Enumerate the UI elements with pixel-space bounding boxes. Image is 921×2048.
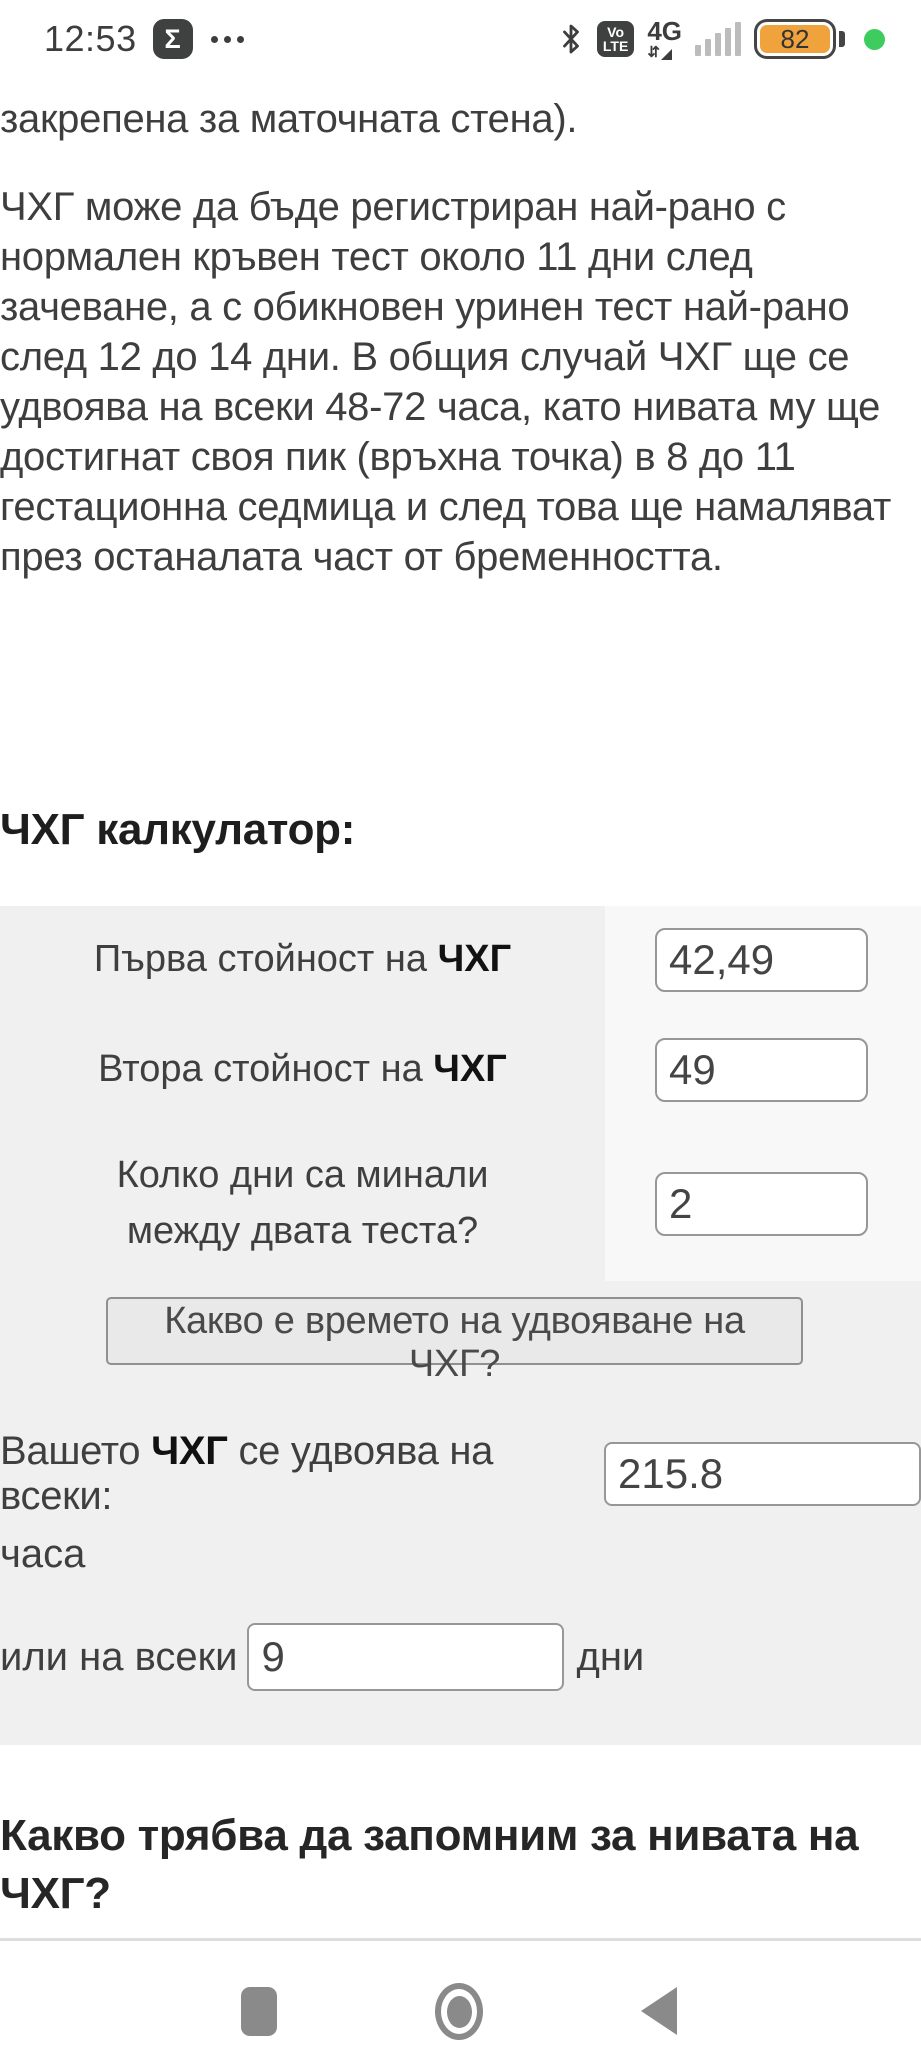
result-hours-input[interactable] bbox=[604, 1442, 921, 1506]
paragraph-hcg-info: ЧХГ може да бъде регистриран най-рано с … bbox=[0, 185, 892, 579]
status-bar: 12:53 Σ Vo LTE 4G ⇵ 82 bbox=[0, 0, 921, 72]
second-hcg-label: Втора стойност на ЧХГ bbox=[0, 1014, 605, 1126]
battery-indicator: 82 bbox=[754, 19, 845, 59]
result-hours-row: Вашето ЧХГ се удвоява на всеки: bbox=[0, 1429, 921, 1519]
android-navigation-bar bbox=[0, 1941, 921, 2048]
hours-unit-label: часа bbox=[0, 1532, 86, 1576]
more-notifications-icon bbox=[210, 35, 244, 43]
calculate-doubling-time-button[interactable]: Какво е времето на удвояване на ЧХГ? bbox=[106, 1297, 803, 1385]
days-between-label: Колко дни са минали между двата теста? bbox=[0, 1126, 605, 1281]
result-days-row: или на всеки дни bbox=[0, 1623, 921, 1691]
web-page-content: закрепена за маточната стена). ЧХГ може … bbox=[0, 72, 921, 1938]
signal-strength-icon bbox=[695, 22, 741, 56]
second-hcg-input[interactable] bbox=[655, 1038, 868, 1102]
calculator-heading: ЧХГ калкулатор: bbox=[0, 805, 356, 854]
first-hcg-label: Първа стойност на ЧХГ bbox=[0, 906, 605, 1014]
paragraph-clipped: закрепена за маточната стена). bbox=[0, 97, 578, 141]
result-hours-label: Вашето ЧХГ се удвоява на всеки: bbox=[0, 1429, 494, 1518]
recents-button[interactable] bbox=[241, 1987, 277, 2036]
first-hcg-input[interactable] bbox=[655, 928, 868, 992]
result-days-input[interactable] bbox=[247, 1623, 565, 1691]
result-days-label: или на всеки bbox=[0, 1634, 238, 1679]
status-dot-icon bbox=[864, 28, 885, 50]
volte-icon: Vo LTE bbox=[596, 21, 635, 57]
sigma-notification-icon: Σ bbox=[152, 19, 193, 59]
days-unit-label: дни bbox=[576, 1634, 645, 1679]
mobile-data-icon: 4G ⇵ bbox=[647, 16, 682, 61]
days-between-input[interactable] bbox=[655, 1171, 868, 1236]
bluetooth-icon bbox=[558, 22, 584, 56]
home-button[interactable] bbox=[435, 1983, 483, 2040]
clock: 12:53 bbox=[44, 18, 137, 59]
navbar-divider bbox=[0, 1938, 921, 1941]
hcg-calculator-form: Първа стойност на ЧХГ Втора стойност на … bbox=[0, 906, 921, 1745]
next-section-heading: Какво трябва да запомним за нивата на ЧХ… bbox=[0, 1811, 859, 1918]
back-button[interactable] bbox=[641, 1987, 677, 2035]
battery-percent: 82 bbox=[760, 24, 830, 54]
